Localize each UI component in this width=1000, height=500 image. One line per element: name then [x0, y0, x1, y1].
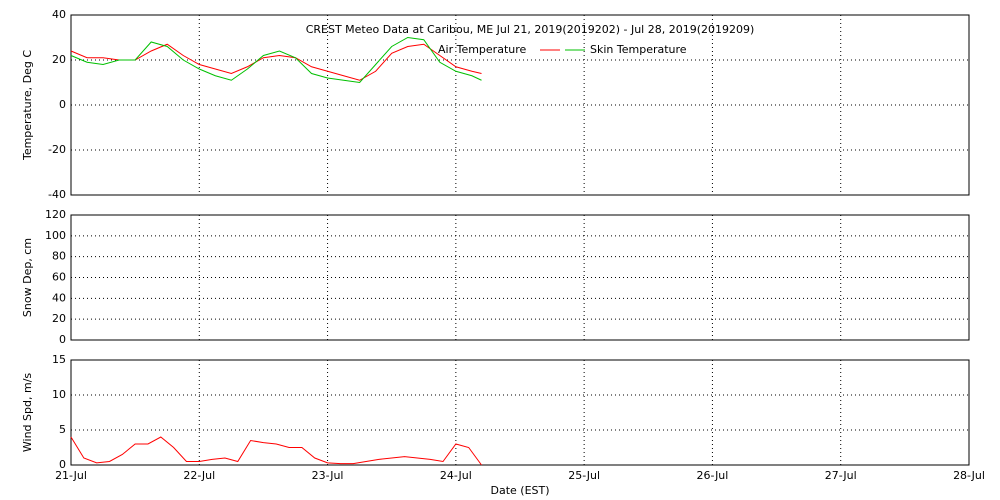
y-tick-label: -20 — [48, 143, 66, 156]
x-tick-label: 21-Jul — [55, 469, 87, 482]
x-tick-label: 25-Jul — [568, 469, 600, 482]
chart-title: CREST Meteo Data at Caribou, ME Jul 21, … — [306, 23, 755, 36]
y-axis-label: Snow Dep, cm — [21, 238, 34, 317]
data-line — [70, 436, 482, 466]
y-tick-label: 40 — [52, 291, 66, 304]
legend-label: Air Temperature — [438, 43, 527, 56]
y-tick-label: 100 — [45, 229, 66, 242]
x-axis-label: Date (EST) — [490, 484, 549, 497]
y-tick-label: 120 — [45, 208, 66, 221]
y-tick-label: 40 — [52, 8, 66, 21]
y-tick-label: 15 — [52, 353, 66, 366]
y-tick-label: -40 — [48, 188, 66, 201]
y-axis-label: Wind Spd, m/s — [21, 373, 34, 453]
x-tick-label: 24-Jul — [440, 469, 472, 482]
legend-label: Skin Temperature — [590, 43, 687, 56]
y-tick-label: 20 — [52, 312, 66, 325]
data-line — [70, 43, 482, 81]
y-tick-label: 80 — [52, 250, 66, 263]
data-line — [70, 36, 482, 84]
y-tick-label: 5 — [59, 423, 66, 436]
x-tick-label: 26-Jul — [696, 469, 728, 482]
x-tick-label: 23-Jul — [312, 469, 344, 482]
plot-frame — [70, 359, 970, 466]
y-tick-label: 60 — [52, 271, 66, 284]
x-tick-label: 27-Jul — [825, 469, 857, 482]
x-tick-label: 28-Jul — [953, 469, 985, 482]
y-tick-label: 20 — [52, 53, 66, 66]
y-tick-label: 0 — [59, 98, 66, 111]
y-tick-label: 0 — [59, 333, 66, 346]
y-axis-label: Temperature, Deg C — [21, 50, 34, 161]
y-tick-label: 10 — [52, 388, 66, 401]
y-tick-label: 0 — [59, 458, 66, 471]
x-tick-label: 22-Jul — [183, 469, 215, 482]
